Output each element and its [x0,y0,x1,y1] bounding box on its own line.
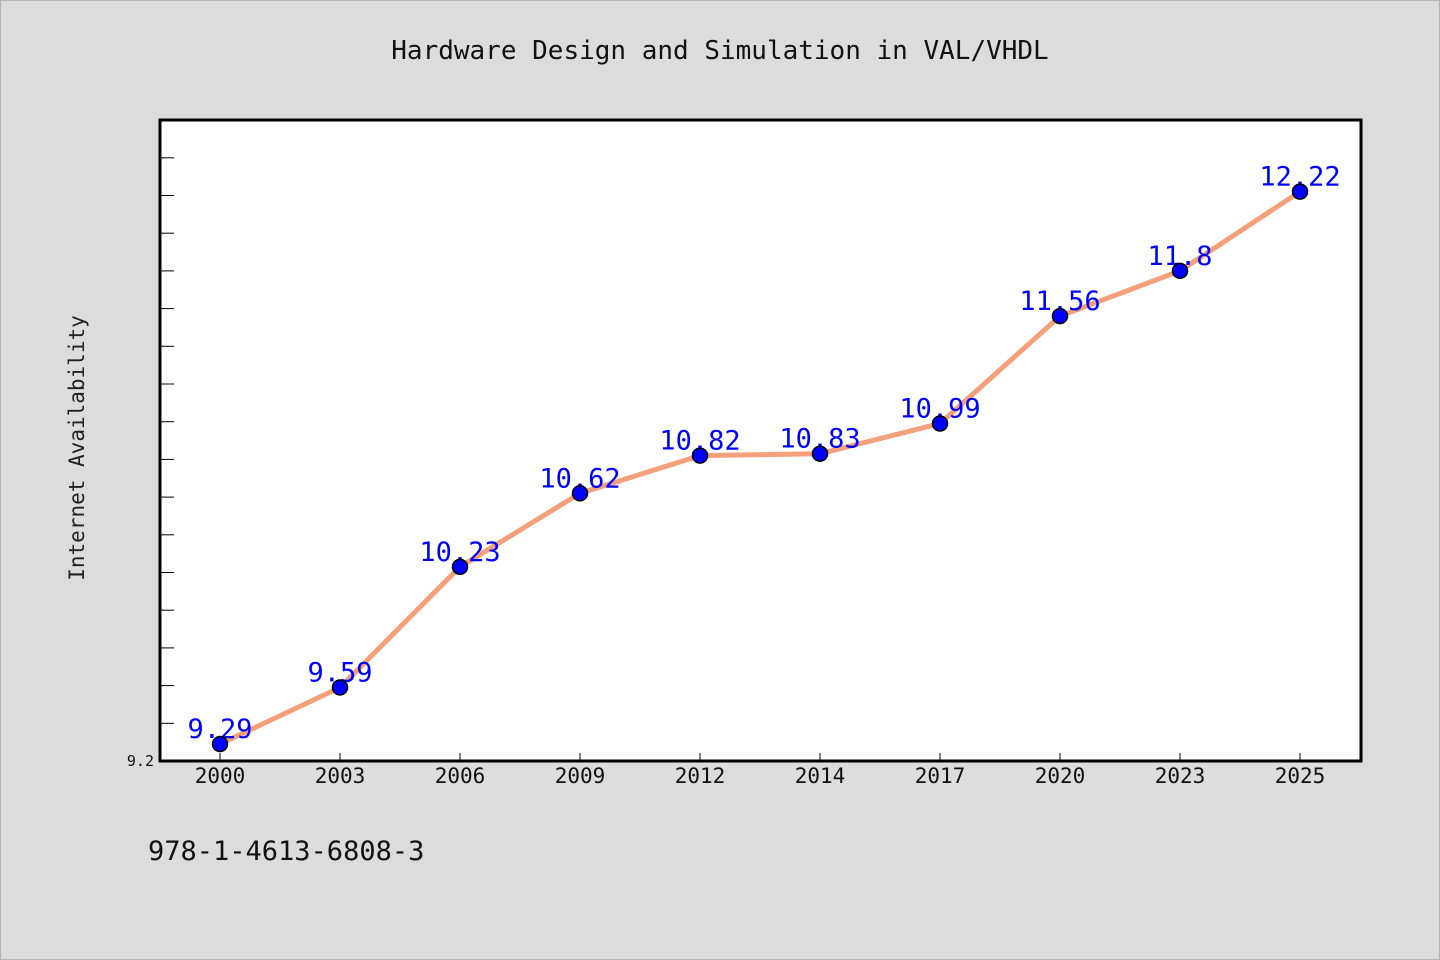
x-tick-label: 2025 [1275,764,1326,788]
x-tick-label: 2006 [435,764,486,788]
data-point [571,485,589,502]
data-point [1051,307,1069,325]
data-point [211,735,229,753]
x-tick-label: 2003 [315,764,366,788]
x-tick-label: 2014 [795,764,846,788]
x-tick-label: 2023 [1155,764,1206,788]
x-tick-label: 2012 [675,764,726,788]
chart-title: Hardware Design and Simulation in VAL/VH… [391,36,1049,66]
data-point [931,415,949,432]
isbn-footer: 978-1-4613-6808-3 [148,836,425,867]
data-point [331,679,349,696]
plot-area [158,118,1363,763]
data-point [691,447,709,464]
x-tick-label: 2000 [195,764,246,788]
data-point [1171,262,1189,280]
x-tick-label: 2009 [555,764,606,788]
x-tick-label: 2020 [1035,764,1086,788]
data-point [1291,183,1309,200]
x-tick-label: 2017 [915,764,966,788]
data-point [811,445,829,462]
y-tick-label: 9.2 [127,752,154,770]
data-point [451,558,469,576]
series-line [217,189,1303,747]
